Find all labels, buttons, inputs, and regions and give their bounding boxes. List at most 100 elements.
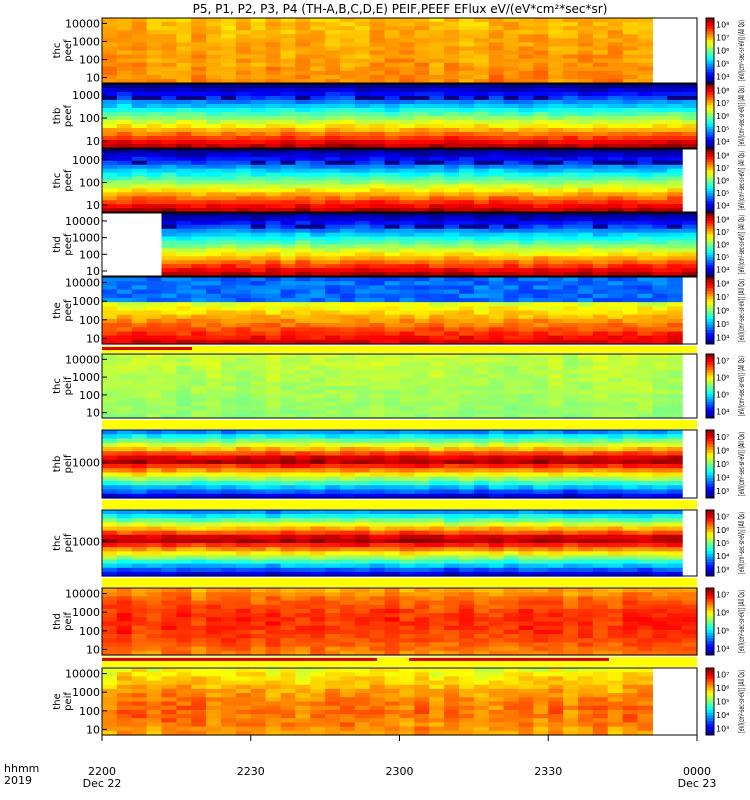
heatmap-cell: [131, 160, 148, 166]
heatmap-cell: [444, 489, 460, 495]
heatmap-cell: [325, 248, 341, 253]
heatmap-cell: [518, 136, 534, 141]
heatmap-cell: [429, 66, 445, 72]
heatmap-cell: [250, 74, 267, 80]
heatmap-cell: [102, 555, 118, 561]
heatmap-cell: [116, 302, 133, 307]
colorbar-segment: [706, 313, 714, 317]
heatmap-cell: [116, 543, 133, 548]
heatmap-cell: [295, 327, 311, 333]
colorbar-segment: [706, 241, 714, 246]
heatmap-cell: [176, 228, 192, 234]
heatmap-cell: [533, 236, 549, 242]
heatmap-cell: [607, 339, 624, 345]
heatmap-cell: [221, 398, 237, 403]
heatmap-cell: [116, 46, 133, 52]
heatmap-cell: [250, 438, 267, 444]
heatmap-cell: [622, 386, 639, 391]
heatmap-cell: [399, 62, 415, 68]
heatmap-cell: [414, 455, 430, 461]
heatmap-cell: [473, 38, 490, 43]
heatmap-cell: [250, 354, 267, 359]
heatmap-cell: [429, 402, 445, 407]
heatmap-cell: [384, 196, 401, 201]
heatmap-cell: [533, 196, 549, 201]
heatmap-cell: [191, 58, 207, 64]
colorbar-segment: [706, 23, 714, 27]
heatmap-cell: [161, 236, 177, 242]
heatmap-cell: [161, 152, 177, 158]
heatmap-cell: [578, 30, 594, 35]
heatmap-cell: [176, 22, 192, 27]
heatmap-cell: [518, 252, 534, 257]
heatmap-cell: [325, 84, 341, 89]
heatmap-cell: [652, 318, 668, 324]
heatmap-cell: [280, 248, 296, 253]
heatmap-cell: [310, 66, 326, 72]
heatmap-cell: [459, 232, 475, 238]
heatmap-cell: [161, 538, 177, 544]
heatmap-cell: [369, 70, 386, 76]
heatmap-cell: [444, 78, 460, 84]
colorbar-tick-label: 10⁷: [716, 433, 729, 442]
heatmap-cell: [102, 510, 118, 515]
heatmap-cell: [161, 522, 177, 528]
heatmap-cell: [191, 447, 207, 452]
heatmap-cell: [131, 302, 148, 307]
heatmap-cell: [429, 264, 445, 269]
heatmap-cell: [354, 378, 371, 383]
heatmap-cell: [429, 196, 445, 201]
heatmap-cell: [325, 152, 341, 158]
heatmap-cell: [503, 362, 520, 367]
heatmap-cell: [429, 530, 445, 536]
heatmap-cell: [622, 481, 639, 486]
heatmap-cell: [161, 180, 177, 186]
heatmap-cell: [354, 236, 371, 242]
heatmap-cell: [116, 318, 133, 324]
heatmap-cell: [191, 192, 207, 197]
heatmap-cell: [399, 289, 415, 295]
heatmap-cell: [146, 26, 163, 31]
heatmap-cell: [429, 78, 445, 84]
heatmap-cell: [354, 248, 371, 253]
heatmap-cell: [161, 172, 177, 178]
heatmap-cell: [444, 22, 460, 27]
heatmap-cell: [622, 132, 639, 137]
y-tick-label: 100: [79, 248, 100, 261]
heatmap-cell: [444, 149, 460, 154]
heatmap-cell: [399, 526, 415, 532]
heatmap-cell: [295, 272, 311, 277]
heatmap-cell: [533, 184, 549, 189]
heatmap-cell: [488, 136, 505, 141]
heatmap-cell: [384, 339, 401, 345]
heatmap-cell: [369, 213, 386, 218]
heatmap-cell: [548, 297, 564, 303]
heatmap-cell: [414, 136, 430, 141]
heatmap-cell: [131, 277, 148, 282]
heatmap-cell: [146, 386, 163, 391]
heatmap-cell: [206, 50, 222, 56]
heatmap-cell: [622, 50, 639, 56]
heatmap-cell: [325, 104, 341, 109]
heatmap-cell: [622, 208, 639, 213]
colorbar-segment: [706, 288, 714, 292]
heatmap-cell: [533, 108, 549, 113]
heatmap-cell: [191, 260, 207, 265]
heatmap-cell: [191, 354, 207, 359]
heatmap-cell: [607, 22, 624, 27]
heatmap-cell: [384, 272, 401, 277]
heatmap-cell: [414, 571, 430, 577]
heatmap-cell: [503, 54, 520, 60]
heatmap-cell: [429, 476, 445, 482]
heatmap-cell: [563, 414, 579, 419]
heatmap-cell: [250, 268, 267, 273]
heatmap-cell: [280, 410, 296, 415]
heatmap-cell: [354, 555, 371, 561]
heatmap-cell: [563, 468, 579, 474]
heatmap-cell: [637, 18, 653, 23]
heatmap-cell: [221, 128, 237, 133]
heatmap-cell: [161, 455, 177, 461]
heatmap-cell: [652, 132, 668, 137]
heatmap-cell: [488, 88, 505, 93]
heatmap-cell: [488, 228, 505, 234]
